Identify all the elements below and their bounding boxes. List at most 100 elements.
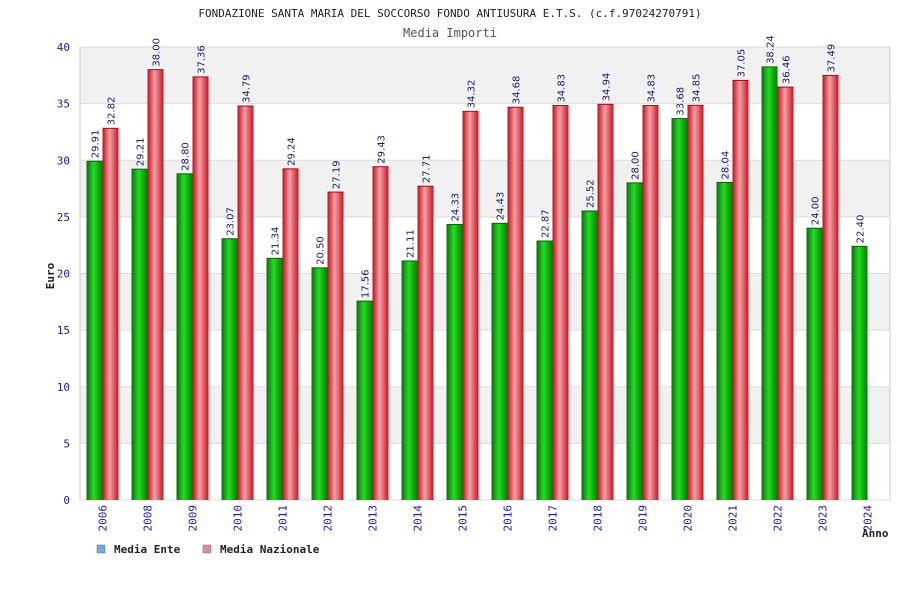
data-label-media-ente-2018: 25.52 — [586, 179, 597, 208]
data-label-media-nazionale-2022: 36.46 — [782, 55, 793, 84]
data-label-media-ente-2011: 21.34 — [271, 227, 282, 256]
bar-media-ente-2017 — [536, 240, 553, 500]
bar-media-ente-2019 — [626, 182, 643, 500]
data-label-media-nazionale-2017: 34.83 — [557, 74, 568, 103]
bar-media-nazionale-2014 — [417, 186, 434, 500]
data-label-media-ente-2012: 20.50 — [316, 236, 327, 265]
y-tick-label: 35 — [57, 98, 70, 111]
x-tick-label: 2016 — [502, 505, 515, 532]
bar-media-ente-2013 — [356, 301, 373, 500]
plot-band — [80, 47, 890, 104]
y-tick-label: 10 — [57, 381, 70, 394]
x-tick-label: 2010 — [232, 505, 245, 532]
y-tick-label: 25 — [57, 211, 70, 224]
bar-media-ente-2023 — [806, 228, 823, 500]
x-tick-label: 2017 — [547, 505, 560, 532]
data-label-media-nazionale-2014: 27.71 — [422, 155, 433, 184]
data-label-media-nazionale-2016: 34.68 — [512, 76, 523, 105]
data-label-media-ente-2009: 28.80 — [181, 142, 192, 171]
x-tick-label: 2019 — [637, 505, 650, 532]
x-tick-label: 2012 — [322, 505, 335, 532]
bar-media-ente-2010 — [221, 238, 238, 501]
data-labels: 29.91 32.82 29.21 38.00 28.80 37.36 23.07 34.79… — [91, 35, 867, 298]
bar-media-ente-2024 — [851, 246, 868, 500]
data-label-media-ente-2023: 24.00 — [811, 197, 822, 226]
bar-media-ente-2011 — [266, 258, 283, 500]
bar-media-nazionale-2009 — [192, 76, 209, 500]
y-tick-label: 20 — [57, 268, 70, 281]
data-label-media-ente-2022: 38.24 — [766, 35, 777, 64]
y-tick-label: 40 — [57, 41, 70, 54]
bar-media-ente-2021 — [716, 182, 733, 500]
legend-swatch-media-ente — [96, 544, 106, 554]
data-label-media-ente-2013: 17.56 — [361, 269, 372, 298]
x-tick-label: 2006 — [97, 505, 110, 532]
x-tick-label: 2020 — [682, 505, 695, 532]
gridlines — [80, 46, 890, 501]
x-tick-label: 2022 — [772, 505, 785, 532]
bar-media-nazionale-2012 — [327, 192, 344, 501]
data-label-media-nazionale-2006: 32.82 — [107, 97, 118, 126]
bar-media-nazionale-2010 — [237, 106, 254, 501]
data-label-media-ente-2010: 23.07 — [226, 207, 237, 236]
bar-media-ente-2016 — [491, 223, 508, 500]
bar-media-ente-2008 — [131, 169, 148, 500]
data-label-media-ente-2024: 22.40 — [856, 215, 867, 244]
bar-media-nazionale-2021 — [732, 80, 749, 500]
bar-media-nazionale-2017 — [552, 105, 569, 501]
data-label-media-ente-2019: 28.00 — [631, 151, 642, 180]
plot-band — [80, 103, 890, 161]
x-tick-label: 2015 — [457, 505, 470, 532]
legend: Media Ente Media Nazionale — [96, 543, 320, 556]
bar-media-ente-2012 — [311, 267, 328, 500]
data-label-media-ente-2021: 28.04 — [721, 151, 732, 180]
bar-media-nazionale-2022 — [777, 87, 794, 500]
data-label-media-nazionale-2009: 37.36 — [197, 45, 208, 74]
y-tick-label: 0 — [63, 494, 70, 507]
y-axis-ticks: 0 5 10 15 20 25 30 35 40 — [57, 41, 70, 507]
bar-media-nazionale-2018 — [597, 104, 614, 500]
data-label-media-nazionale-2012: 27.19 — [332, 160, 343, 189]
y-tick-label: 5 — [63, 437, 70, 450]
data-label-media-nazionale-2021: 37.05 — [737, 49, 748, 78]
bar-media-ente-2020 — [671, 118, 688, 500]
data-label-media-nazionale-2008: 38.00 — [152, 38, 163, 67]
bar-media-ente-2014 — [401, 260, 418, 500]
data-label-media-ente-2008: 29.21 — [136, 138, 147, 167]
data-label-media-nazionale-2018: 34.94 — [602, 73, 613, 102]
plot-band — [80, 330, 890, 387]
bar-media-nazionale-2023 — [822, 75, 839, 500]
x-axis-label: Anno — [862, 527, 889, 540]
plot-background — [79, 46, 891, 501]
bar-media-ente-2015 — [446, 224, 463, 500]
data-label-media-ente-2016: 24.43 — [496, 192, 507, 221]
bar-media-ente-2018 — [581, 210, 598, 500]
bar-media-nazionale-2020 — [687, 105, 704, 500]
plot-band — [80, 216, 890, 274]
data-label-media-ente-2006: 29.91 — [91, 130, 102, 159]
bar-media-ente-2009 — [176, 173, 193, 500]
chart-title: FONDAZIONE SANTA MARIA DEL SOCCORSO FOND… — [198, 7, 701, 20]
x-axis-ticks: 2006 2008 2009 2010 2011 2012 2013 2014 2015 2016… — [97, 505, 875, 532]
bar-media-nazionale-2006 — [102, 128, 119, 500]
data-label-media-nazionale-2013: 29.43 — [377, 135, 388, 164]
plot-band — [80, 160, 890, 217]
data-label-media-ente-2014: 21.11 — [406, 229, 417, 258]
y-tick-label: 30 — [57, 154, 70, 167]
data-label-media-nazionale-2023: 37.49 — [827, 44, 838, 73]
legend-swatch-media-nazionale — [202, 544, 212, 554]
x-tick-label: 2023 — [817, 505, 830, 532]
bar-media-nazionale-2019 — [642, 105, 659, 501]
data-label-media-ente-2020: 33.68 — [676, 87, 687, 116]
bar-media-nazionale-2011 — [282, 168, 299, 500]
bars — [86, 66, 868, 501]
data-label-media-nazionale-2010: 34.79 — [242, 74, 253, 103]
legend-label-media-ente: Media Ente — [114, 543, 181, 556]
data-label-media-nazionale-2020: 34.85 — [692, 74, 703, 103]
data-label-media-nazionale-2011: 29.24 — [287, 137, 298, 166]
data-label-media-ente-2015: 24.33 — [451, 193, 462, 222]
bar-media-nazionale-2013 — [372, 166, 389, 500]
x-tick-label: 2018 — [592, 505, 605, 532]
y-axis-label: Euro — [44, 262, 57, 289]
